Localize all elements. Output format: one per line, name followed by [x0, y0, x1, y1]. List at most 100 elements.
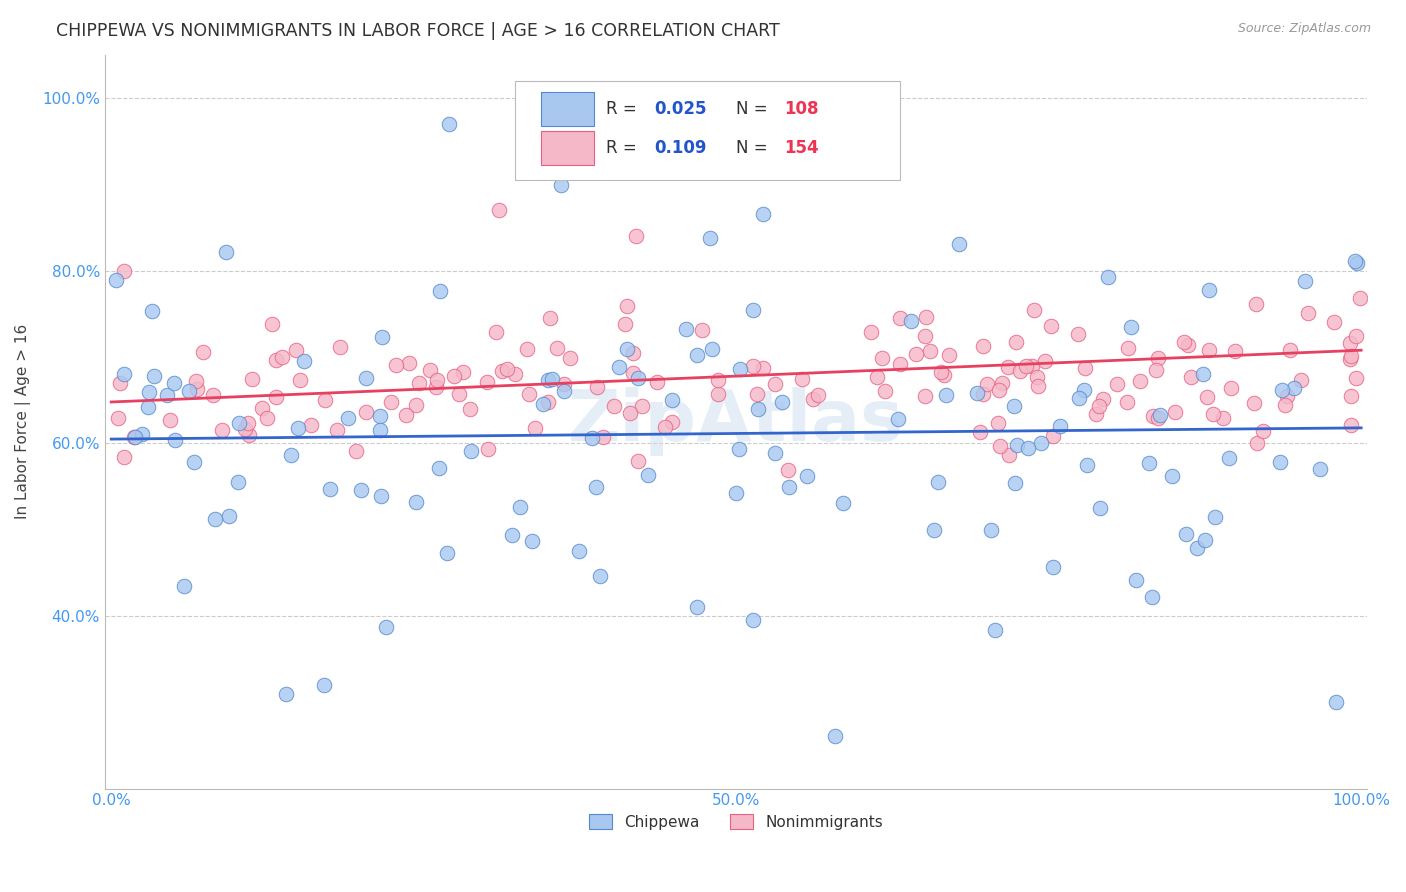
Point [204, 512, 226, 526]
Point [285, 343, 308, 357]
Point [1344, 371, 1367, 385]
Point [1129, 374, 1152, 388]
Point [520, 534, 543, 549]
Point [807, 388, 830, 402]
Point [453, 365, 475, 379]
Point [1025, 369, 1047, 384]
Point [1164, 405, 1187, 419]
Point [1004, 335, 1026, 350]
Point [790, 372, 813, 386]
Point [131, 426, 153, 441]
Point [124, 430, 146, 444]
Point [485, 325, 508, 339]
Point [1015, 359, 1038, 373]
Point [425, 373, 447, 387]
Point [1324, 695, 1347, 709]
Point [488, 203, 510, 218]
Point [627, 370, 650, 384]
Point [1344, 329, 1367, 343]
Point [1073, 383, 1095, 397]
Point [915, 310, 938, 324]
Point [460, 443, 482, 458]
Point [980, 524, 1002, 538]
Point [1323, 315, 1346, 329]
Point [948, 237, 970, 252]
Point [537, 373, 560, 387]
Point [201, 388, 224, 402]
Point [922, 523, 945, 537]
Y-axis label: In Labor Force | Age > 16: In Labor Force | Age > 16 [15, 324, 31, 519]
Point [1173, 335, 1195, 350]
Point [288, 373, 311, 387]
Point [427, 461, 450, 475]
Point [568, 544, 591, 558]
Point [1137, 456, 1160, 470]
Point [238, 416, 260, 430]
Point [1004, 399, 1026, 413]
Point [491, 364, 513, 378]
Point [707, 373, 730, 387]
Point [395, 409, 418, 423]
Point [477, 442, 499, 456]
Point [1340, 349, 1362, 363]
Point [900, 314, 922, 328]
Point [262, 317, 284, 331]
Point [163, 376, 186, 390]
Point [110, 376, 132, 390]
Point [1067, 391, 1090, 405]
Point [509, 500, 531, 514]
Point [870, 351, 893, 365]
Point [1225, 344, 1247, 359]
Point [1340, 389, 1362, 403]
Point [969, 425, 991, 439]
Point [1278, 343, 1301, 357]
Point [419, 363, 441, 377]
Point [159, 412, 181, 426]
Point [637, 467, 659, 482]
Point [107, 410, 129, 425]
FancyBboxPatch shape [540, 92, 593, 126]
Point [437, 117, 460, 131]
Point [371, 330, 394, 344]
Point [266, 352, 288, 367]
Point [991, 376, 1014, 391]
Point [1026, 378, 1049, 392]
Point [1296, 306, 1319, 320]
Point [501, 528, 523, 542]
Point [1142, 409, 1164, 424]
Point [112, 450, 135, 465]
Point [776, 462, 799, 476]
Point [1149, 409, 1171, 423]
Point [751, 207, 773, 221]
Point [1040, 319, 1063, 334]
Point [503, 367, 526, 381]
Point [747, 402, 769, 417]
FancyBboxPatch shape [515, 81, 900, 180]
Point [280, 449, 302, 463]
Text: N =: N = [737, 139, 773, 157]
Point [177, 384, 200, 398]
Point [1194, 533, 1216, 547]
Point [938, 348, 960, 362]
Point [1198, 283, 1220, 297]
Text: 108: 108 [785, 100, 818, 118]
Text: R =: R = [606, 100, 643, 118]
Point [136, 401, 159, 415]
Point [914, 389, 936, 403]
Point [1291, 373, 1313, 387]
Point [619, 406, 641, 420]
Point [550, 178, 572, 192]
Point [654, 419, 676, 434]
Point [700, 342, 723, 356]
Point [325, 423, 347, 437]
Point [408, 376, 430, 390]
Point [1067, 327, 1090, 342]
Point [1294, 274, 1316, 288]
Point [1284, 381, 1306, 395]
Text: ZipAtlas: ZipAtlas [568, 387, 904, 457]
Point [927, 475, 949, 489]
Point [173, 579, 195, 593]
Point [972, 339, 994, 353]
Point [385, 359, 408, 373]
FancyBboxPatch shape [540, 131, 593, 165]
